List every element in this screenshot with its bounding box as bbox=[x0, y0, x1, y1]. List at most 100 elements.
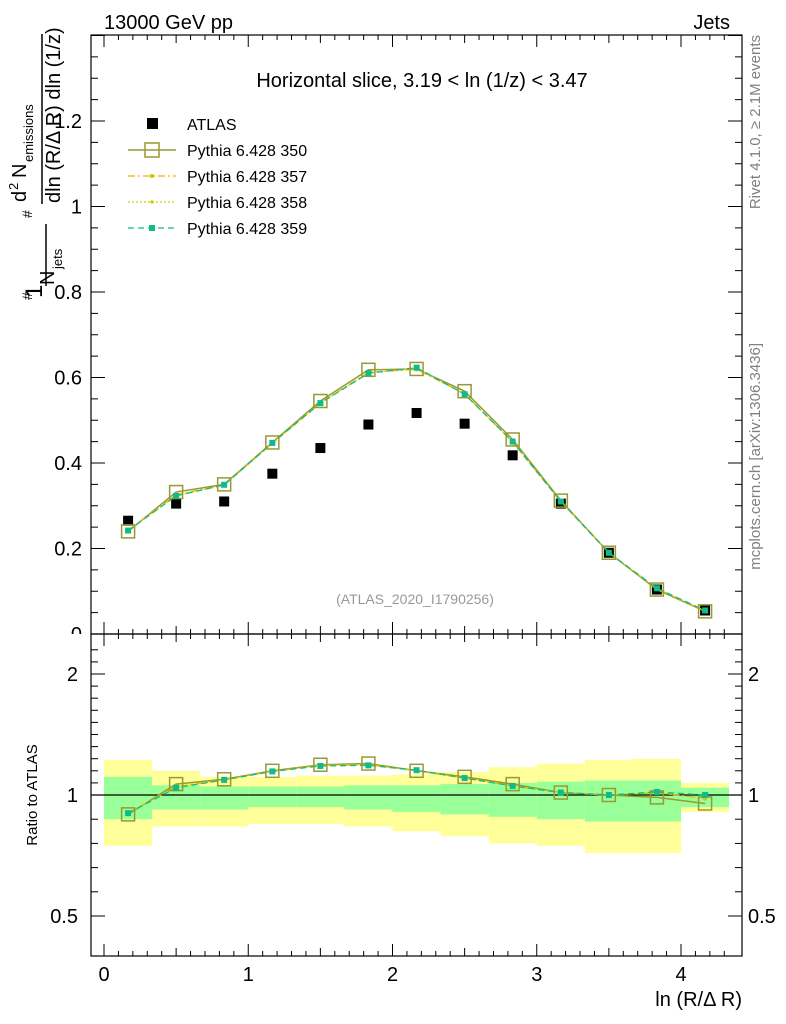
main-line-p357 bbox=[127, 368, 706, 612]
main-point-p359 bbox=[365, 370, 372, 377]
main-point-p350 bbox=[120, 524, 136, 539]
header-energy-label: 13000 GeV pp bbox=[104, 12, 233, 34]
ratio-point-p359 bbox=[509, 782, 516, 789]
header-jets-label: Jets bbox=[693, 12, 730, 34]
main-point-p359 bbox=[221, 481, 228, 488]
ratio-y-tick-label-right: 0.5 bbox=[748, 906, 776, 928]
y-label-d: d bbox=[9, 191, 31, 202]
main-point-p350 bbox=[313, 393, 328, 409]
legend-marker-p357 bbox=[150, 174, 154, 178]
y-label-hash-2: # bbox=[19, 210, 35, 218]
y-label-denominator: dln (R/Δ R) dln (1/z) bbox=[43, 27, 65, 203]
ratio-band-inner bbox=[536, 781, 585, 820]
main-point-atlas bbox=[267, 468, 278, 479]
ratio-point-p350 bbox=[601, 787, 617, 803]
x-tick-label: 2 bbox=[387, 964, 398, 986]
ratio-band-inner bbox=[200, 786, 249, 810]
ratio-point-p359 bbox=[702, 792, 709, 798]
main-point-p359 bbox=[413, 364, 420, 371]
ratio-point-p359 bbox=[125, 810, 132, 817]
ratio-point-p359 bbox=[605, 792, 612, 798]
ratio-series bbox=[120, 756, 713, 822]
y-label-nem: N bbox=[9, 164, 31, 178]
legend-label-atlas: ATLAS bbox=[187, 117, 237, 134]
main-point-atlas bbox=[219, 496, 230, 507]
main-y-axis-label: # 1 N jets # d 2 N emissions dln (R/Δ R)… bbox=[6, 27, 65, 300]
ratio-point-p350 bbox=[361, 756, 376, 771]
ratio-point-p359 bbox=[221, 776, 228, 783]
legend-marker-p358 bbox=[150, 200, 154, 204]
main-point-atlas bbox=[411, 407, 422, 418]
y-tick-label-zero: 0 bbox=[71, 624, 82, 646]
main-point-p359 bbox=[125, 527, 132, 534]
main-point-p350 bbox=[601, 545, 617, 561]
main-point-p359 bbox=[702, 607, 709, 614]
main-point-p350 bbox=[649, 582, 665, 597]
legend: ATLAS Pythia 6.428 350 Pythia 6.428 357 … bbox=[128, 117, 307, 238]
ratio-point-p359 bbox=[413, 767, 420, 774]
ratio-y-axis-label: Ratio to ATLAS bbox=[24, 744, 41, 845]
main-point-atlas bbox=[507, 450, 518, 461]
legend-marker-p350 bbox=[144, 142, 160, 158]
ratio-y-tick-label-right: 2 bbox=[748, 664, 759, 686]
legend-label-p358: Pythia 6.428 358 bbox=[187, 195, 307, 212]
main-point-p350 bbox=[265, 435, 280, 450]
x-axis-label: ln (R/Δ R) bbox=[655, 989, 742, 1011]
main-point-p359 bbox=[509, 438, 516, 445]
main-point-p350 bbox=[553, 493, 569, 508]
ratio-axes: 0 1 2 3 4 0.5 0.5 1 1 2 2 bbox=[50, 633, 776, 986]
ratio-band-inner bbox=[392, 785, 441, 812]
y-tick-label: 0.4 bbox=[54, 453, 82, 475]
ratio-point-p359 bbox=[269, 768, 276, 775]
main-line-p358 bbox=[127, 367, 706, 612]
main-point-p350 bbox=[361, 362, 376, 378]
ratio-point-p350 bbox=[313, 757, 328, 772]
ratio-bands bbox=[91, 758, 742, 854]
main-point-p359 bbox=[605, 549, 612, 556]
main-line-p350 bbox=[127, 368, 706, 613]
ratio-point-p350 bbox=[265, 763, 280, 779]
ratio-point-p350 bbox=[553, 785, 569, 800]
y-tick-label: 1.2 bbox=[54, 111, 82, 133]
y-tick-label: 0.6 bbox=[54, 368, 82, 390]
ratio-band-inner bbox=[248, 786, 297, 808]
ratio-y-tick-label-left: 2 bbox=[67, 664, 78, 686]
main-point-p350 bbox=[216, 477, 232, 492]
ratio-band-inner bbox=[296, 786, 345, 808]
x-tick-label: 0 bbox=[98, 964, 109, 986]
y-tick-label: 1 bbox=[71, 197, 82, 219]
ratio-point-p359 bbox=[173, 784, 180, 791]
main-point-p350 bbox=[505, 432, 520, 447]
ratio-point-p350 bbox=[457, 769, 472, 785]
main-point-p359 bbox=[317, 400, 324, 407]
y-label-squared: 2 bbox=[6, 183, 21, 190]
y-tick-label: 0.8 bbox=[54, 282, 82, 304]
x-tick-label: 4 bbox=[675, 964, 686, 986]
ratio-band-inner bbox=[440, 784, 489, 815]
main-point-p350 bbox=[457, 383, 472, 399]
ratio-y-tick-label-left: 0.5 bbox=[50, 906, 78, 928]
ratio-band-inner bbox=[344, 785, 393, 810]
x-tick-label: 3 bbox=[531, 964, 542, 986]
ratio-point-p359 bbox=[461, 775, 468, 782]
main-plot-title: Horizontal slice, 3.19 < ln (1/z) < 3.47 bbox=[256, 70, 587, 92]
y-label-hash-1: # bbox=[19, 292, 35, 300]
main-point-atlas bbox=[315, 443, 326, 454]
mcplots-label: mcplots.cern.ch [arXiv:1306.3436] bbox=[747, 343, 764, 570]
ratio-point-p350 bbox=[120, 807, 136, 822]
x-tick-label: 1 bbox=[243, 964, 254, 986]
main-point-atlas bbox=[171, 498, 182, 509]
main-point-p359 bbox=[269, 439, 276, 446]
main-series bbox=[120, 361, 713, 619]
main-point-p350 bbox=[409, 361, 424, 377]
main-point-p350 bbox=[697, 604, 713, 619]
ratio-point-p359 bbox=[557, 789, 564, 796]
ratio-point-p359 bbox=[653, 788, 660, 795]
legend-label-p350: Pythia 6.428 350 bbox=[187, 143, 307, 160]
main-point-atlas bbox=[459, 418, 470, 429]
main-point-p359 bbox=[653, 585, 660, 592]
analysis-label: (ATLAS_2020_I1790256) bbox=[336, 591, 494, 607]
main-point-atlas bbox=[363, 419, 374, 430]
y-label-njets: N bbox=[37, 271, 59, 285]
main-line-p359 bbox=[127, 366, 706, 612]
